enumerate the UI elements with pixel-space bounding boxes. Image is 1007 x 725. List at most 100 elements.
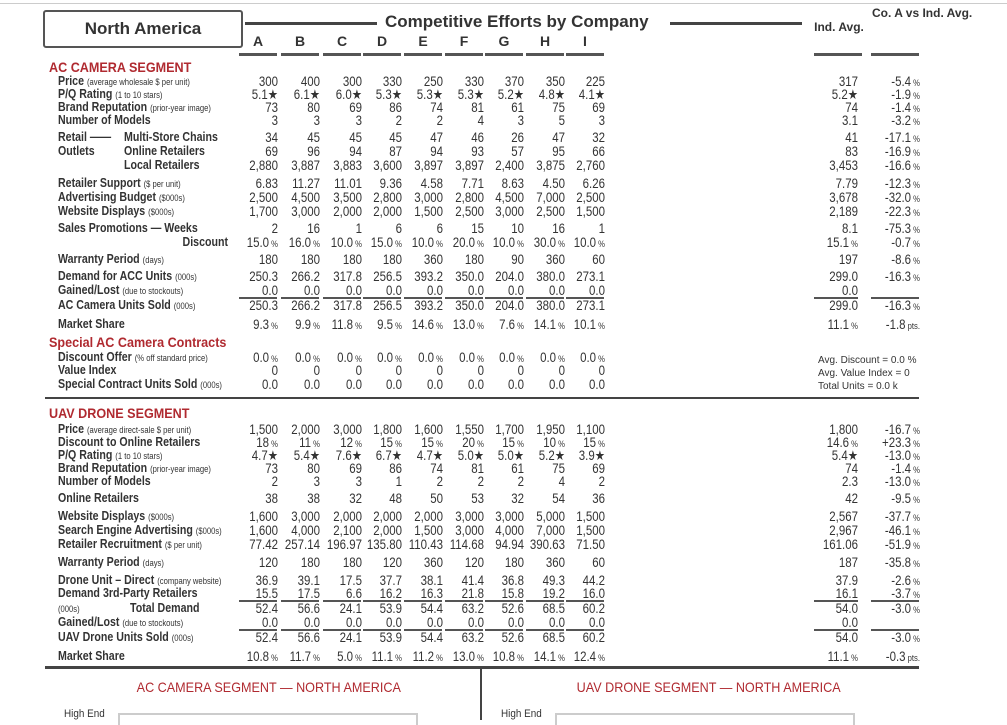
cell-h: 75 bbox=[552, 461, 565, 476]
sum-rule bbox=[871, 297, 919, 299]
cell-h: 10 % bbox=[543, 435, 565, 450]
company-header-h: H bbox=[539, 33, 551, 49]
row-label: Retailer Recruitment ($ per unit) bbox=[58, 537, 202, 551]
row-label-text: P/Q Rating bbox=[58, 448, 113, 462]
company-header-rule bbox=[445, 53, 483, 56]
region-selector[interactable]: North America bbox=[43, 10, 243, 48]
cell-c: 180 bbox=[342, 555, 362, 570]
sum-rule bbox=[814, 600, 858, 602]
ind-avg-cell: 1,800 bbox=[829, 422, 858, 437]
cell-f: 350.0 bbox=[455, 269, 484, 284]
ind-avg-cell: 0.0 bbox=[842, 283, 858, 298]
cell-e: 1,600 bbox=[414, 422, 443, 437]
vs-avg-cell: -32.0 % bbox=[884, 190, 920, 205]
row-label-note: (due to stockouts) bbox=[122, 286, 184, 296]
cell-d: 87 bbox=[389, 144, 402, 159]
bottom-divider bbox=[45, 666, 919, 669]
cell-c: 24.1 bbox=[339, 601, 362, 616]
row-label-text: Special Contract Units Sold bbox=[58, 377, 198, 391]
cell-d: 330 bbox=[382, 74, 402, 89]
vs-avg-cell: -16.9 % bbox=[884, 144, 920, 159]
cell-h: 68.5 bbox=[542, 601, 565, 616]
cell-e: 11.2 % bbox=[412, 649, 443, 664]
cell-f: 63.2 bbox=[461, 630, 484, 645]
row-label: Number of Models bbox=[58, 474, 151, 488]
vs-avg-cell: -1.9 % bbox=[891, 87, 920, 102]
cell-i: 60.2 bbox=[582, 630, 605, 645]
row-label: Website Displays ($000s) bbox=[58, 204, 174, 218]
row-label-note: (1 to 10 stars) bbox=[115, 90, 163, 100]
vs-avg-cell: -0.3 pts. bbox=[885, 649, 920, 664]
row-label: Market Share bbox=[58, 649, 125, 663]
cell-g: 0.0 bbox=[508, 283, 524, 298]
cell-e: 5.3★ bbox=[416, 87, 443, 102]
cell-a: 38 bbox=[265, 491, 278, 506]
cell-e: 47 bbox=[430, 130, 443, 145]
cell-b: 180 bbox=[300, 555, 320, 570]
cell-f: 15 bbox=[471, 221, 484, 236]
cell-a: 4.7★ bbox=[251, 448, 278, 463]
row-label-text: Warranty Period bbox=[58, 555, 140, 569]
row-label-note: (000s) bbox=[171, 633, 194, 643]
row-sublabel: Online Retailers bbox=[124, 144, 205, 158]
row-label-text: Online Retailers bbox=[58, 491, 139, 505]
cell-a: 250.3 bbox=[249, 269, 278, 284]
vs-avg-cell: -13.0 % bbox=[884, 448, 920, 463]
cell-d: 2 bbox=[395, 113, 402, 128]
row-label-text: Brand Reputation bbox=[58, 100, 148, 114]
ind-avg-cell: 2,189 bbox=[829, 204, 858, 219]
cell-b: 38 bbox=[307, 491, 320, 506]
cell-i: 66 bbox=[592, 144, 605, 159]
cell-b: 0.0 bbox=[304, 377, 320, 392]
cell-d: 0 bbox=[395, 363, 402, 378]
vs-avg-rule bbox=[871, 53, 919, 56]
cell-f: 350.0 bbox=[455, 298, 484, 313]
ind-avg-cell: 37.9 bbox=[835, 573, 858, 588]
row-label-note: ($000s) bbox=[148, 512, 175, 522]
row-label-text: Market Share bbox=[58, 317, 125, 331]
cell-c: 69 bbox=[349, 461, 362, 476]
company-header-rule bbox=[404, 53, 442, 56]
row-label-text: Brand Reputation bbox=[58, 461, 148, 475]
cell-e: 16.3 bbox=[420, 586, 443, 601]
cell-c: 300 bbox=[342, 74, 362, 89]
cell-g: 0.0 bbox=[508, 377, 524, 392]
cell-c: 32 bbox=[349, 491, 362, 506]
cell-g: 10 bbox=[511, 221, 524, 236]
cell-h: 2,500 bbox=[536, 204, 565, 219]
cell-i: 273.1 bbox=[576, 269, 605, 284]
row-label-note: (000s) bbox=[173, 301, 196, 311]
row-label: Warranty Period (days) bbox=[58, 252, 164, 266]
row-label: Retail —— bbox=[58, 130, 111, 144]
cell-h: 360 bbox=[545, 252, 565, 267]
cell-g: 5.2★ bbox=[497, 87, 524, 102]
cell-h: 14.1 % bbox=[533, 317, 565, 332]
cell-i: 2,760 bbox=[576, 158, 605, 173]
row-label-text: Warranty Period bbox=[58, 252, 140, 266]
cell-g: 0 bbox=[517, 363, 524, 378]
cell-e: 360 bbox=[423, 555, 443, 570]
vs-avg-cell: -37.7 % bbox=[884, 509, 920, 524]
row-label-text: UAV Drone Units Sold bbox=[58, 630, 169, 644]
cell-h: 0.0 bbox=[549, 377, 565, 392]
row-label: Demand for ACC Units (000s) bbox=[58, 269, 197, 283]
cell-c: 6.6 bbox=[346, 586, 362, 601]
sum-rule bbox=[445, 297, 483, 299]
cell-i: 1 bbox=[598, 221, 605, 236]
row-label: Advertising Budget ($000s) bbox=[58, 190, 185, 204]
cell-d: 3,600 bbox=[373, 158, 402, 173]
cell-i: 1,100 bbox=[576, 422, 605, 437]
vs-avg-header: Co. A vs Ind. Avg. bbox=[872, 6, 973, 20]
cell-a: 36.9 bbox=[255, 573, 278, 588]
cell-f: 81 bbox=[471, 100, 484, 115]
company-header-d: D bbox=[376, 33, 388, 49]
cell-c: 24.1 bbox=[339, 630, 362, 645]
row-label: Discount to Online Retailers bbox=[58, 435, 200, 449]
cell-e: 393.2 bbox=[414, 269, 443, 284]
cell-e: 2,000 bbox=[414, 509, 443, 524]
cell-g: 4,500 bbox=[495, 190, 524, 205]
row-label-note: (average wholesale $ per unit) bbox=[86, 77, 190, 87]
cell-c: 11.8 % bbox=[331, 317, 362, 332]
row-label-text: P/Q Rating bbox=[58, 87, 113, 101]
cell-e: 393.2 bbox=[414, 298, 443, 313]
